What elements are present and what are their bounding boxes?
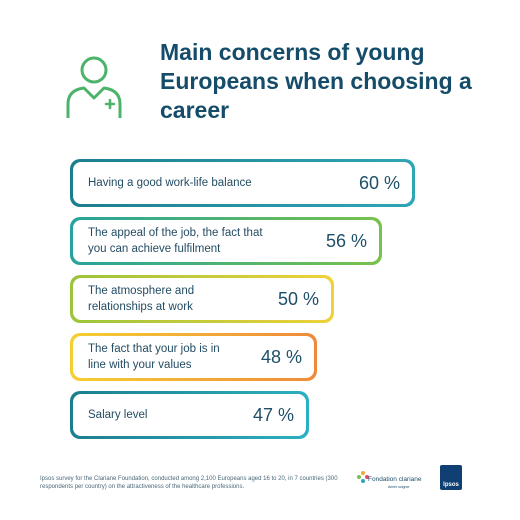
bar-label: The atmosphere and relationships at work (88, 285, 195, 313)
bar: The atmosphere and relationships at work… (70, 275, 334, 323)
bar-label: Having a good work-life balance (88, 177, 252, 189)
bar-body: Having a good work-life balance 60 % (73, 162, 412, 204)
ipsos-logo: Ipsos (440, 465, 462, 490)
bar: Salary level 47 % (70, 391, 309, 439)
healthcare-worker-icon (66, 56, 122, 118)
bar-label: The fact that your job is in line with y… (88, 343, 220, 371)
bar-label: Salary level (88, 409, 148, 421)
chart-title: Main concerns of young Europeans when ch… (160, 39, 472, 123)
bar-body: The fact that your job is in line with y… (73, 336, 314, 378)
bar-body: The atmosphere and relationships at work… (73, 278, 331, 320)
clariane-logo-text: Fondation clariane (368, 476, 422, 483)
clariane-foundation-logo: Fondation clariane Aimer soigner (356, 468, 422, 494)
bar: The fact that your job is in line with y… (70, 333, 317, 381)
bar-value-label: 56 % (325, 230, 367, 251)
clariane-logo-tagline: Aimer soigner (388, 485, 410, 489)
bar-value-label: 48 % (260, 346, 302, 367)
bar-value-label: 47 % (252, 404, 294, 425)
bar-label: The appeal of the job, the fact that you… (88, 227, 263, 255)
bar-value-label: 50 % (277, 288, 319, 309)
bar-value-label: 60 % (358, 172, 400, 193)
footnote: Ipsos survey for the Clariane Foundation… (40, 476, 338, 490)
bar-body: The appeal of the job, the fact that you… (73, 220, 379, 262)
bar: Having a good work-life balance 60 % (70, 159, 415, 207)
bar-body: Salary level 47 % (73, 394, 306, 436)
bar: The appeal of the job, the fact that you… (70, 217, 382, 265)
clariane-flower-icon (357, 471, 369, 483)
